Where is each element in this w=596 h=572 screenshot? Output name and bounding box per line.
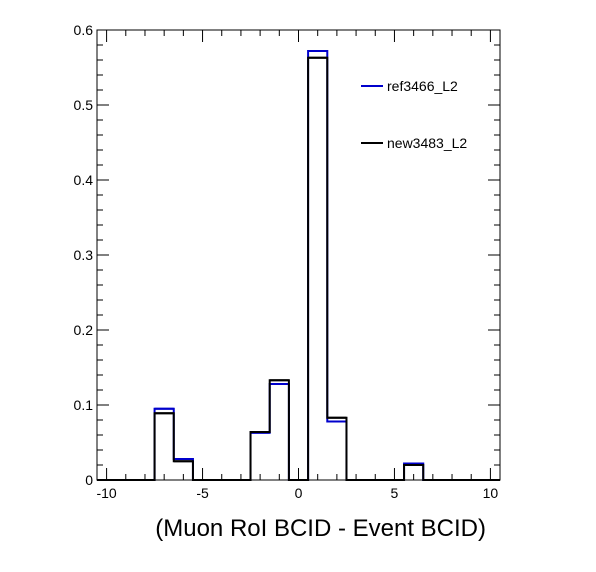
legend: ref3466_L2 new3483_L2 xyxy=(361,78,467,151)
x-tick-labels: -10 -5 0 5 10 xyxy=(96,485,498,501)
y-tick-label: 0.4 xyxy=(74,172,94,188)
x-tick-label: 5 xyxy=(391,485,399,501)
y-tick-label: 0.1 xyxy=(74,397,94,413)
series-outline xyxy=(97,50,500,481)
x-tick-label: 10 xyxy=(483,485,499,501)
y-tick-label: 0.2 xyxy=(74,322,94,338)
legend-label: ref3466_L2 xyxy=(387,78,458,94)
y-tick-label: 0.6 xyxy=(74,22,94,38)
x-axis-label: (Muon RoI BCID - Event BCID) xyxy=(155,515,486,542)
axis-ticks xyxy=(97,29,500,481)
x-tick-label: -5 xyxy=(196,485,209,501)
series-ref3466_L2 xyxy=(97,50,500,481)
series-outline xyxy=(97,56,500,481)
legend-label: new3483_L2 xyxy=(387,135,467,151)
x-tick-label: 0 xyxy=(295,485,303,501)
series-layer xyxy=(97,50,500,481)
y-tick-label: 0.3 xyxy=(74,247,94,263)
y-tick-label: 0 xyxy=(85,472,93,488)
y-tick-labels: 0 0.1 0.2 0.3 0.4 0.5 0.6 xyxy=(74,22,94,488)
y-tick-label: 0.5 xyxy=(74,97,94,113)
series-new3483_L2 xyxy=(97,56,500,481)
x-tick-label: -10 xyxy=(96,485,116,501)
